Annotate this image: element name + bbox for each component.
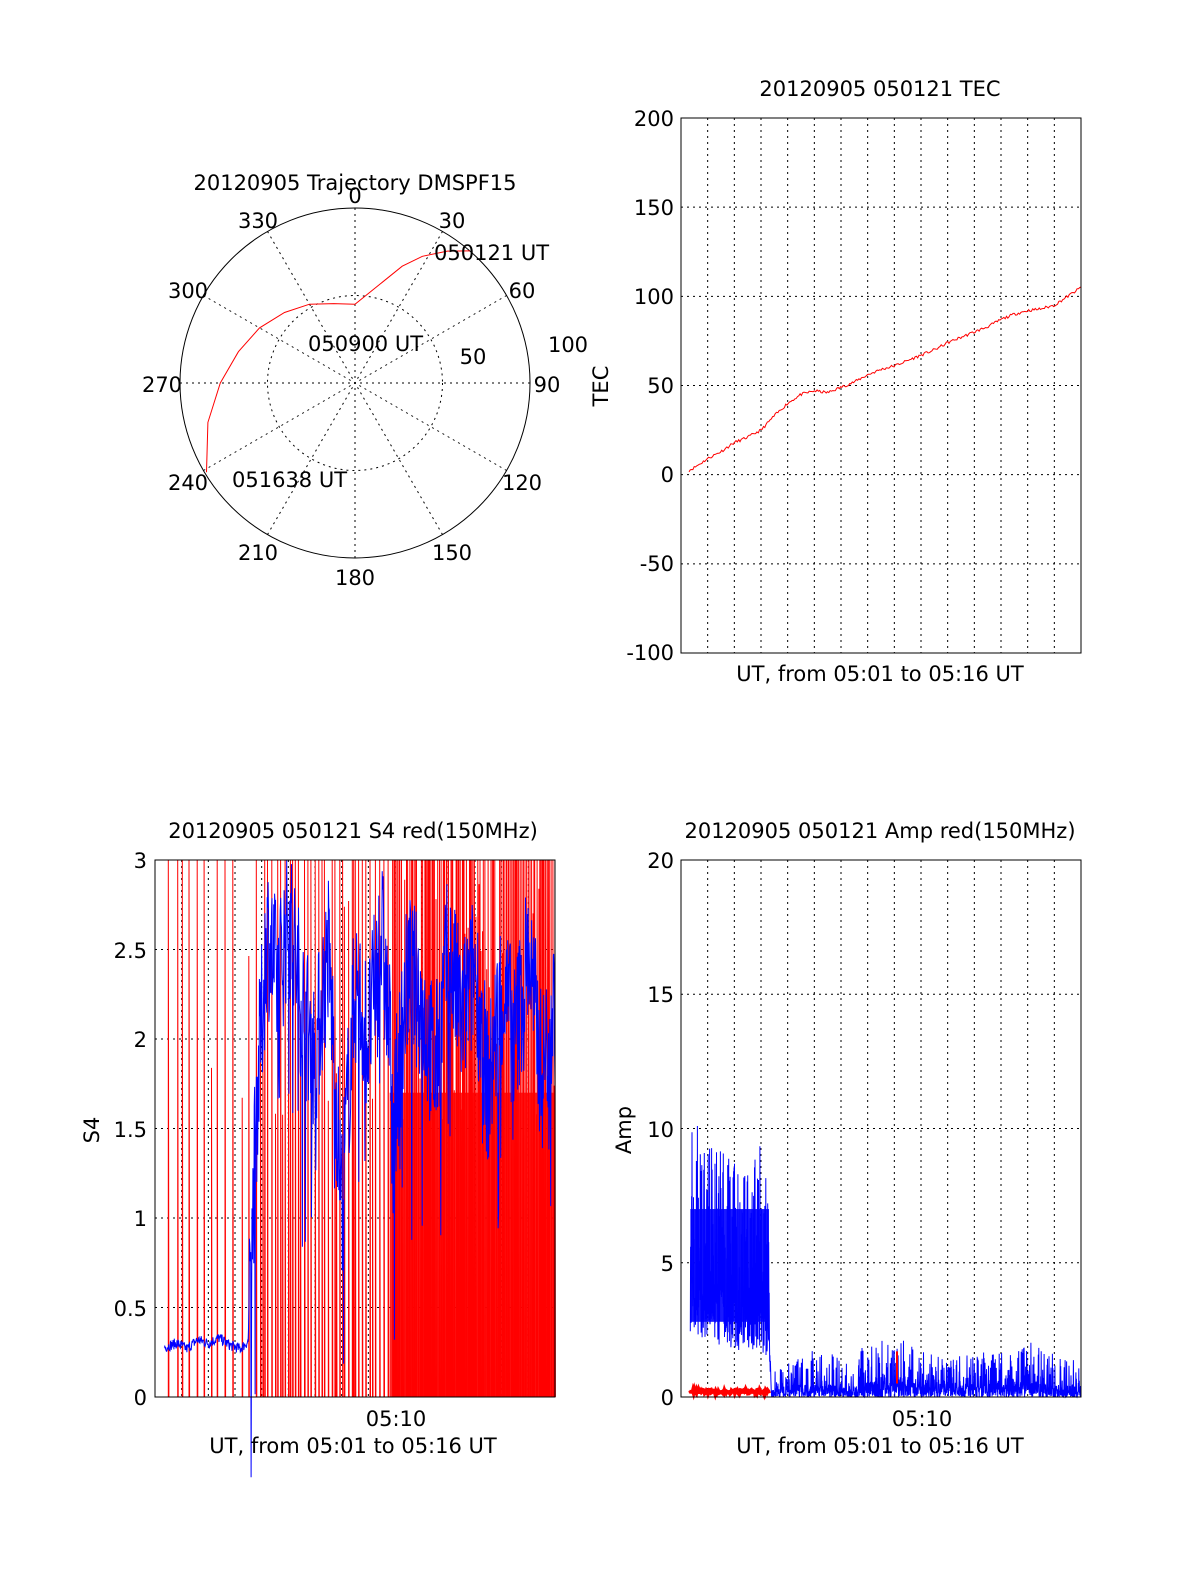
amp-ytick: 20 [647, 849, 674, 873]
tec-series [688, 286, 1082, 473]
amp-frame [680, 859, 1082, 1398]
tec-chart: 20120905 050121 TEC 200 150 100 50 0 -50… [589, 77, 1082, 686]
s4-y-ticks: 3 2.5 2 1.5 1 0.5 0 [114, 849, 147, 1410]
tec-ytick: 0 [661, 463, 674, 487]
az-label-90: 90 [534, 373, 561, 397]
tec-grid [681, 118, 1081, 653]
amp-ytick: 15 [647, 983, 674, 1007]
polar-spoke [267, 231, 443, 535]
az-label-270: 270 [142, 373, 182, 397]
polar-title: 20120905 Trajectory DMSPF15 [193, 171, 516, 195]
s4-ytick: 1 [134, 1207, 147, 1231]
s4-series [163, 859, 556, 1478]
az-label-0: 0 [348, 184, 361, 208]
annotation-mid-time: 050900 UT [308, 332, 423, 356]
annotation-start-time: 050121 UT [434, 241, 549, 265]
az-label-210: 210 [238, 541, 278, 565]
s4-ytick: 0 [134, 1386, 147, 1410]
az-label-330: 330 [238, 209, 278, 233]
s4-chart: 20120905 050121 S4 red(150MHz) 3 2.5 2 1… [80, 819, 556, 1478]
polar-trajectory-chart: 20120905 Trajectory DMSPF15 0 30 60 90 1… [142, 171, 588, 590]
polar-series [206, 250, 470, 473]
tec-ytick: 50 [647, 374, 674, 398]
s4-frame [154, 859, 556, 1398]
amp-xtick: 05:10 [892, 1407, 953, 1431]
tec-ytick: 200 [634, 107, 674, 131]
tec-ytick: 150 [634, 196, 674, 220]
polar-ring-50 [267, 295, 443, 471]
tec-ylabel: TEC [589, 366, 613, 408]
trajectory-line-0 [206, 250, 470, 473]
s4-xtick: 05:10 [366, 1407, 427, 1431]
amp-title: 20120905 050121 Amp red(150MHz) [684, 819, 1075, 843]
az-label-60: 60 [509, 279, 536, 303]
tec-title: 20120905 050121 TEC [759, 77, 1000, 101]
polar-grid [180, 208, 530, 558]
radial-label-50: 50 [460, 345, 487, 369]
tec-line [688, 286, 1082, 473]
amp-ylabel: Amp [612, 1106, 636, 1154]
az-label-120: 120 [502, 471, 542, 495]
s4-xlabel: UT, from 05:01 to 05:16 UT [209, 1434, 497, 1458]
az-label-240: 240 [168, 471, 208, 495]
tec-xlabel: UT, from 05:01 to 05:16 UT [736, 662, 1024, 686]
polar-outer-circle [179, 207, 531, 559]
amp-blue-core [690, 1209, 769, 1322]
amp-red-line [688, 1382, 771, 1401]
radial-label-100: 100 [548, 333, 588, 357]
tec-ytick: -50 [640, 552, 674, 576]
amp-xlabel: UT, from 05:01 to 05:16 UT [736, 1434, 1024, 1458]
s4-ytick: 2 [134, 1028, 147, 1052]
az-label-30: 30 [439, 209, 466, 233]
amp-chart: 20120905 050121 Amp red(150MHz) 20 15 10… [612, 819, 1082, 1458]
polar-azimuth-labels: 0 30 60 90 120 150 180 210 240 270 300 3… [142, 184, 560, 590]
s4-ylabel: S4 [80, 1117, 104, 1144]
amp-ytick: 0 [661, 1386, 674, 1410]
s4-ytick: 1.5 [114, 1118, 147, 1142]
s4-blue-line [163, 859, 556, 1478]
az-label-180: 180 [335, 566, 375, 590]
s4-red-band [389, 1092, 555, 1397]
s4-title: 20120905 050121 S4 red(150MHz) [168, 819, 538, 843]
tec-ytick: 100 [634, 285, 674, 309]
s4-ytick: 2.5 [114, 939, 147, 963]
amp-ytick: 5 [661, 1252, 674, 1276]
az-label-150: 150 [432, 541, 472, 565]
annotation-end-time: 051638 UT [232, 468, 347, 492]
az-label-300: 300 [168, 279, 208, 303]
s4-ytick: 3 [134, 849, 147, 873]
tec-y-ticks: 200 150 100 50 0 -50 -100 [626, 107, 674, 665]
tec-frame [680, 117, 1082, 654]
s4-ytick: 0.5 [114, 1297, 147, 1321]
tec-ytick: -100 [626, 641, 674, 665]
amp-ytick: 10 [647, 1118, 674, 1142]
amp-y-ticks: 20 15 10 5 0 [647, 849, 674, 1410]
amp-series [688, 1125, 1082, 1401]
